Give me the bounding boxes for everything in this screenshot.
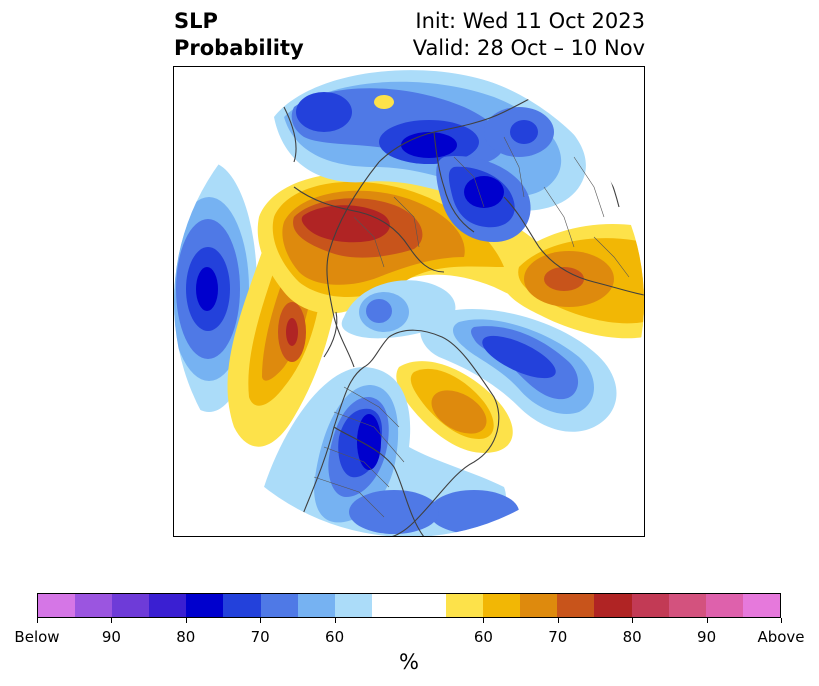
colorbar	[37, 593, 781, 618]
colorbar-tick-mark	[185, 618, 187, 623]
anomaly-north-atlantic-low	[420, 309, 617, 432]
anomaly-western-russia-low	[436, 156, 531, 242]
colorbar-segment	[112, 594, 150, 617]
colorbar-unit-label: %	[399, 650, 419, 674]
colorbar-tick-mark	[111, 618, 113, 623]
colorbar-tick-label: 60	[325, 628, 345, 646]
colorbar-segment	[223, 594, 261, 617]
map-panel	[173, 66, 645, 537]
colorbar-segment	[149, 594, 187, 617]
colorbar-segment	[297, 594, 335, 617]
colorbar-segment	[631, 594, 669, 617]
colorbar-segment	[186, 594, 224, 617]
colorbar-tick-label: 60	[473, 628, 493, 646]
colorbar-segment	[668, 594, 706, 617]
colorbar-tick-mark	[781, 618, 782, 623]
colorbar-segment	[75, 594, 113, 617]
colorbar-tick-mark	[37, 618, 38, 623]
colorbar-tick-mark	[706, 618, 708, 623]
plot-title-left: SLP Probability	[174, 8, 304, 62]
colorbar-segment	[38, 594, 76, 617]
anomaly-eastern-canada-high	[396, 361, 513, 453]
colorbar-segment	[705, 594, 743, 617]
colorbar-tick-mark	[334, 618, 336, 623]
colorbar-tick-label: Above	[757, 628, 805, 646]
colorbar-tick-mark	[483, 618, 485, 623]
colorbar-tick-mark	[632, 618, 634, 623]
colorbar-segment	[483, 594, 521, 617]
colorbar-segment	[408, 594, 447, 617]
colorbar-tick-label: 90	[697, 628, 717, 646]
colorbar-segment	[520, 594, 558, 617]
colorbar-segment	[446, 594, 484, 617]
title-subtitle: Probability	[174, 36, 304, 60]
colorbar-tick-mark	[260, 618, 262, 623]
colorbar-tick-label: Below	[14, 628, 60, 646]
plot-title-right: Init: Wed 11 Oct 2023 Valid: 28 Oct – 10…	[413, 8, 645, 62]
anomaly-central-asia-high	[501, 223, 644, 339]
colorbar-tick-label: 70	[250, 628, 270, 646]
probability-map	[174, 67, 644, 536]
coastlines	[283, 81, 644, 536]
title-variable: SLP	[174, 9, 218, 33]
country-borders	[313, 136, 630, 518]
colorbar-tick-label: 80	[176, 628, 196, 646]
colorbar-segment	[742, 594, 780, 617]
title-init-date: Init: Wed 11 Oct 2023	[415, 9, 645, 33]
colorbar-segment	[557, 594, 595, 617]
colorbar-tick-label: 80	[622, 628, 642, 646]
colorbar-segment	[260, 594, 298, 617]
colorbar-segment	[334, 594, 372, 617]
colorbar-tick-label: 70	[548, 628, 568, 646]
title-valid-range: Valid: 28 Oct – 10 Nov	[412, 36, 645, 60]
colorbar-segment	[371, 594, 409, 617]
colorbar-tick-mark	[557, 618, 559, 623]
colorbar-tick-label: 90	[101, 628, 121, 646]
colorbar-segment	[594, 594, 632, 617]
